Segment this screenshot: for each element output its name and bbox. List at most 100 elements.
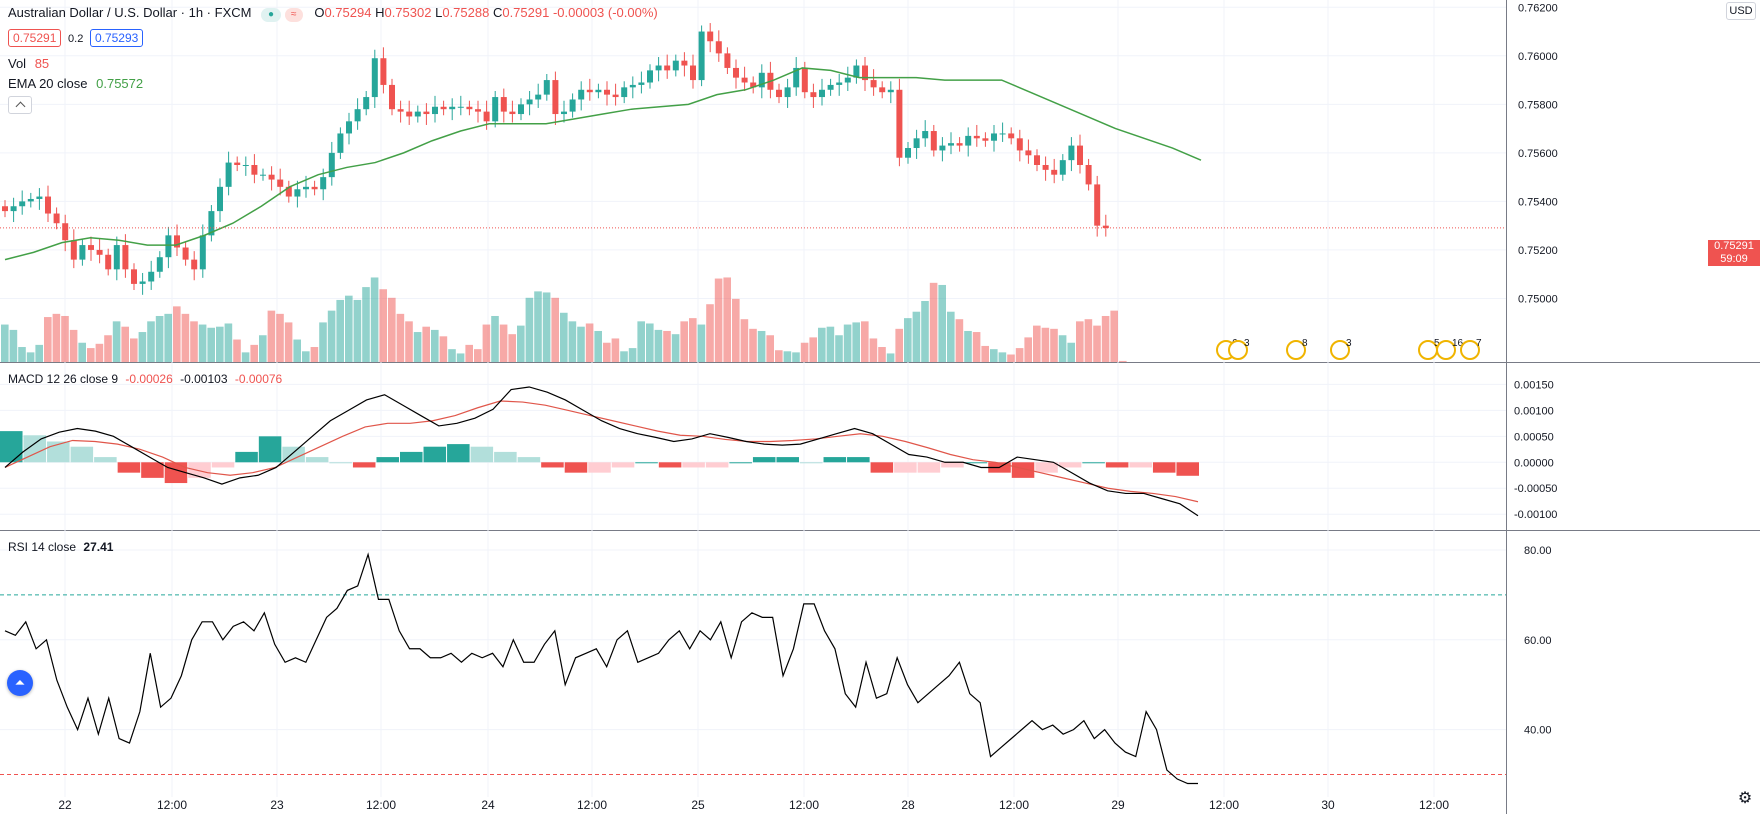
volume-bar bbox=[775, 350, 783, 362]
macd-histogram-bar bbox=[164, 462, 188, 484]
candle-body bbox=[139, 281, 146, 284]
volume-bar bbox=[190, 321, 198, 362]
us-flag-icon[interactable]: 5 bbox=[1418, 338, 1440, 360]
macd-histogram-bar bbox=[0, 431, 23, 463]
volume-bar bbox=[138, 332, 147, 362]
rsi-legend[interactable]: RSI 14 close 27.41 bbox=[8, 540, 113, 554]
macd-histogram-bar bbox=[611, 462, 635, 468]
price-axis-label: 0.75400 bbox=[1518, 196, 1558, 208]
macd-line bbox=[4, 386, 1199, 517]
candle-body bbox=[234, 162, 241, 165]
volume-bar bbox=[95, 343, 104, 362]
candle-body bbox=[733, 67, 739, 78]
volume-bar bbox=[878, 347, 886, 362]
symbol-title[interactable]: Australian Dollar / U.S. Dollar · 1h · F… bbox=[8, 5, 252, 20]
ema-line bbox=[4, 67, 1202, 261]
us-flag-icon[interactable]: 8 bbox=[1286, 338, 1308, 360]
volume-bar bbox=[517, 325, 525, 362]
candle-body bbox=[690, 65, 696, 81]
volume-bar bbox=[448, 349, 456, 362]
macd-histogram-bar bbox=[1011, 462, 1035, 478]
candle-body bbox=[1016, 138, 1023, 151]
candle-body bbox=[70, 240, 77, 260]
candle-body bbox=[543, 80, 550, 95]
candle-body bbox=[457, 106, 464, 108]
volume-bar bbox=[766, 335, 774, 362]
candle-body bbox=[303, 186, 309, 190]
rsi-axis-label: 60.00 bbox=[1524, 635, 1552, 647]
candle-body bbox=[827, 84, 834, 90]
ema-legend[interactable]: EMA 20 close 0.75572 bbox=[8, 76, 143, 91]
volume-bar bbox=[250, 344, 258, 362]
macd-histogram-bar bbox=[70, 446, 94, 463]
tradingview-logo[interactable]: ⏶ bbox=[7, 670, 33, 696]
currency-button[interactable]: USD bbox=[1726, 2, 1756, 20]
volume-bar bbox=[1033, 325, 1041, 362]
volume-bar bbox=[637, 321, 645, 362]
macd-histogram-bar bbox=[682, 462, 705, 468]
macd-histogram-bar bbox=[188, 462, 211, 478]
rsi-axis-label: 40.00 bbox=[1524, 725, 1552, 737]
macd-signal-line bbox=[4, 400, 1199, 503]
macd-legend[interactable]: MACD 12 26 close 9 -0.00026 -0.00103 -0.… bbox=[8, 372, 282, 386]
volume-bar bbox=[302, 351, 310, 362]
us-flag-icon[interactable]: 3 bbox=[1228, 338, 1250, 360]
volume-bar bbox=[26, 352, 35, 362]
sell-price-button[interactable]: 0.75291 bbox=[8, 29, 62, 47]
volume-bar bbox=[603, 342, 611, 362]
last-price-label: 0.75291 59:09 bbox=[1708, 240, 1760, 266]
volume-bar bbox=[955, 319, 964, 362]
candle-body bbox=[79, 245, 86, 260]
candle-body bbox=[801, 67, 808, 93]
settings-button[interactable]: ⚙ bbox=[1736, 790, 1754, 808]
rsi-axis-label: 80.00 bbox=[1524, 545, 1552, 557]
volume-bar bbox=[173, 306, 181, 362]
candle-body bbox=[27, 198, 34, 202]
volume-bar bbox=[663, 330, 671, 362]
candle-body bbox=[277, 179, 284, 187]
macd-histogram-bar bbox=[588, 462, 611, 473]
candle-body bbox=[242, 165, 249, 166]
candle-body bbox=[311, 186, 318, 190]
candle-body bbox=[199, 235, 206, 270]
candle-body bbox=[466, 106, 473, 110]
candle-body bbox=[475, 109, 481, 112]
volume-bar bbox=[9, 329, 18, 362]
volume-bar bbox=[413, 332, 422, 362]
candle-body bbox=[922, 131, 929, 139]
ohlc-low: L0.75288 bbox=[435, 5, 490, 20]
candle-body bbox=[156, 257, 163, 272]
time-axis-label: 25 bbox=[691, 798, 705, 812]
candle-body bbox=[629, 84, 636, 88]
candle-body bbox=[948, 143, 954, 146]
macd-histogram-bar bbox=[470, 446, 494, 463]
candle-body bbox=[862, 65, 868, 81]
us-flag-icon[interactable]: 16 bbox=[1436, 338, 1463, 360]
price-change: -0.00003 (-0.00%) bbox=[552, 5, 658, 20]
volume-bar bbox=[319, 322, 327, 362]
volume-bar bbox=[155, 315, 164, 362]
macd-histogram-bar bbox=[705, 462, 729, 468]
ohlc-open: O0.75294 bbox=[314, 5, 372, 20]
volume-bar bbox=[904, 318, 912, 362]
volume-bar bbox=[345, 295, 353, 362]
candle-body bbox=[191, 259, 198, 270]
volume-bar bbox=[861, 321, 869, 362]
candle-body bbox=[578, 89, 585, 100]
volume-bar bbox=[981, 345, 989, 362]
macd-histogram-bar bbox=[729, 462, 752, 464]
us-flag-icon[interactable]: 7 bbox=[1460, 338, 1482, 360]
candle-body bbox=[1068, 145, 1075, 161]
au-flag-icon[interactable]: 3 bbox=[1330, 338, 1352, 360]
volume-bar bbox=[964, 330, 972, 362]
volume-bar bbox=[1041, 327, 1050, 362]
buy-price-button[interactable]: 0.75293 bbox=[89, 29, 144, 47]
volume-bar bbox=[181, 313, 190, 362]
time-axis-label: 30 bbox=[1321, 798, 1335, 812]
volume-bar bbox=[422, 326, 430, 362]
collapse-legend-button[interactable] bbox=[8, 96, 32, 114]
volume-bar bbox=[1, 324, 9, 362]
volume-bar bbox=[224, 323, 233, 362]
volume-legend[interactable]: Vol 85 bbox=[8, 56, 49, 71]
